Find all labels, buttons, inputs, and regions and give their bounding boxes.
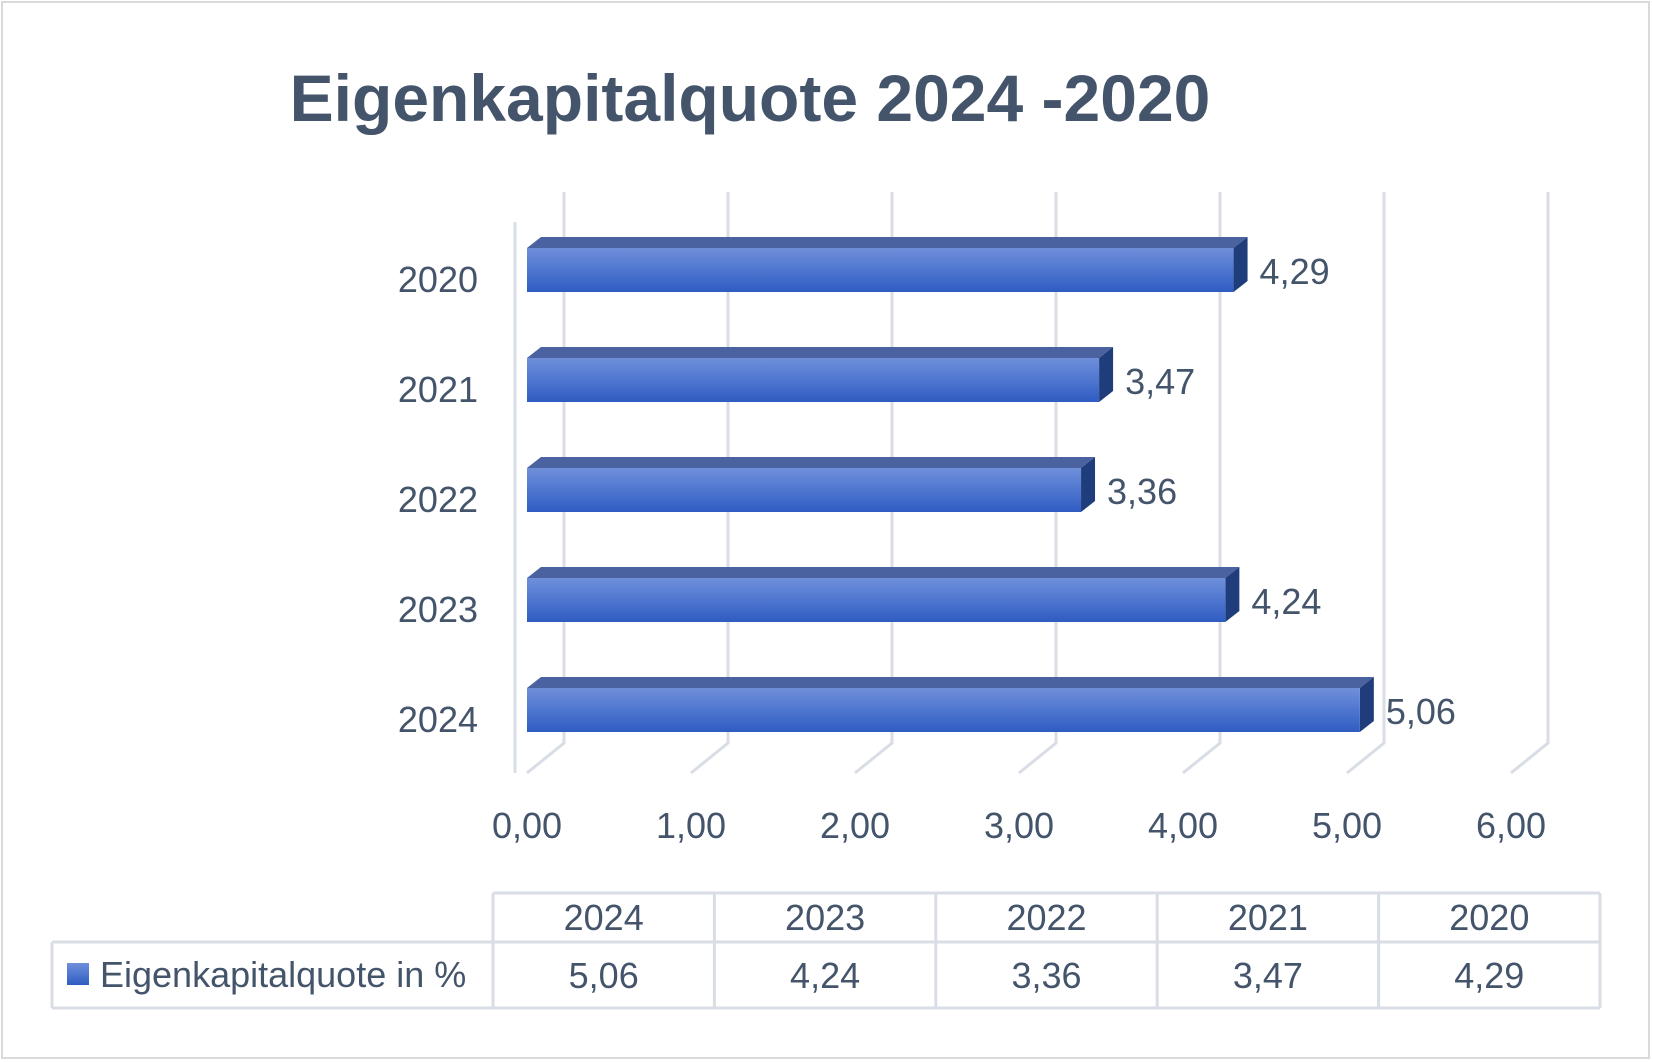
bar-top-face [527, 677, 1374, 688]
bar-side-face [1233, 237, 1248, 292]
table-value-cell: 4,24 [790, 955, 860, 996]
bar [527, 578, 1226, 622]
gridline [1510, 192, 1550, 775]
bar-top-face [527, 237, 1248, 248]
table-header-cell: 2023 [785, 897, 865, 938]
bar-top-face [527, 347, 1114, 358]
legend-key [67, 963, 89, 985]
table-value-cell: 5,06 [569, 955, 639, 996]
category-label: 2020 [398, 259, 478, 300]
bar-side-face [1099, 347, 1114, 402]
x-tick-label: 3,00 [984, 805, 1054, 846]
table-value-cell: 3,36 [1011, 955, 1081, 996]
x-tick-label: 5,00 [1312, 805, 1382, 846]
table-header-cell: 2020 [1449, 897, 1529, 938]
table-value-cell: 4,29 [1454, 955, 1524, 996]
bar-side-face [1081, 457, 1096, 512]
table-row-label: Eigenkapitalquote in % [100, 954, 466, 995]
bar-side-face [1225, 567, 1240, 622]
bar [527, 248, 1234, 292]
table-header-cell: 2024 [564, 897, 644, 938]
table-header-cell: 2021 [1228, 897, 1308, 938]
bar-top-face [527, 567, 1240, 578]
data-label: 4,24 [1251, 581, 1321, 622]
x-tick-label: 1,00 [656, 805, 726, 846]
x-tick-label: 4,00 [1148, 805, 1218, 846]
data-label: 3,36 [1107, 471, 1177, 512]
bar-side-face [1359, 677, 1374, 732]
x-tick-label: 0,00 [492, 805, 562, 846]
table-value-cell: 3,47 [1233, 955, 1303, 996]
data-label: 4,29 [1260, 251, 1330, 292]
x-tick-label: 6,00 [1476, 805, 1546, 846]
bar [527, 688, 1360, 732]
bar [527, 468, 1082, 512]
category-label: 2024 [398, 699, 478, 740]
data-label: 3,47 [1125, 361, 1195, 402]
x-tick-label: 2,00 [820, 805, 890, 846]
gridline [1346, 192, 1386, 775]
data-label: 5,06 [1386, 691, 1456, 732]
bar-top-face [527, 457, 1096, 468]
chart-title: Eigenkapitalquote 2024 -2020 [289, 61, 1211, 135]
table-header-cell: 2022 [1006, 897, 1086, 938]
category-label: 2023 [398, 589, 478, 630]
bar [527, 358, 1100, 402]
category-label: 2022 [398, 479, 478, 520]
gridline [1182, 192, 1222, 775]
category-label: 2021 [398, 369, 478, 410]
